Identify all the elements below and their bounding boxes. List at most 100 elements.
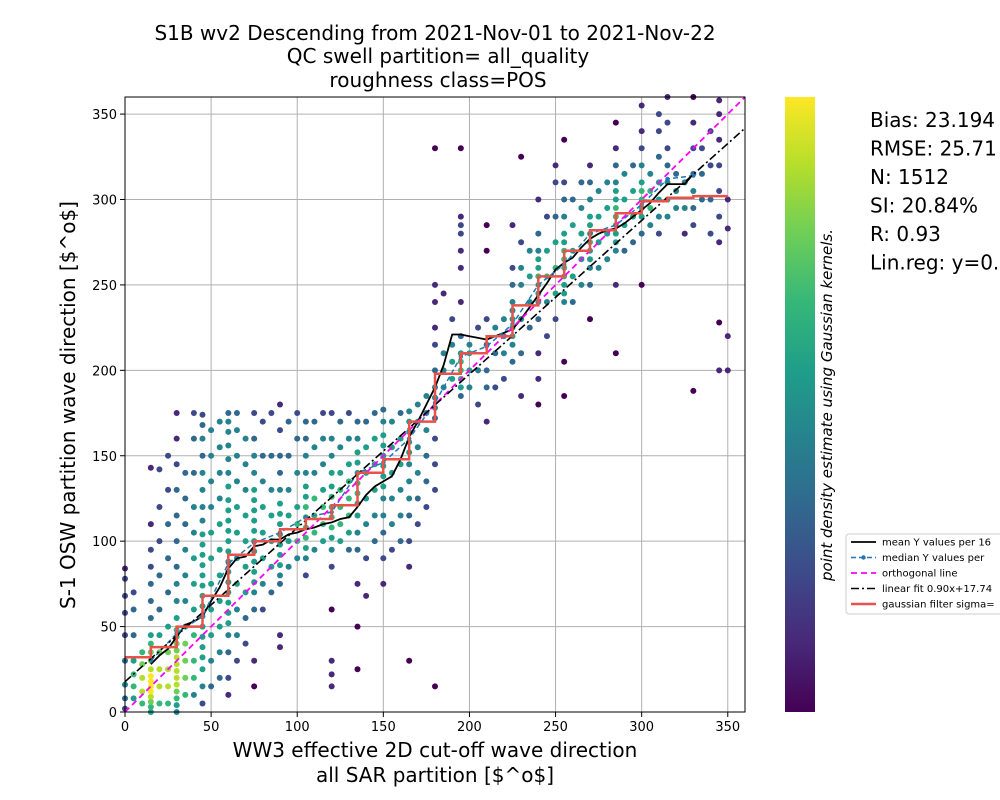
scatter-point <box>173 435 180 442</box>
scatter-point <box>612 162 619 169</box>
scatter-point <box>259 529 266 536</box>
scatter-point <box>406 563 413 570</box>
scatter-point <box>328 671 335 678</box>
colorbar-label: point density estimate using Gaussian ke… <box>818 229 836 582</box>
scatter-point <box>199 644 206 651</box>
scatter-point <box>509 299 516 305</box>
stats-line-0: Bias: 23.194 <box>870 108 995 132</box>
scatter-point <box>509 358 516 365</box>
scatter-point <box>647 170 654 177</box>
scatter-point <box>173 647 180 654</box>
scatter-point <box>147 678 154 685</box>
scatter-point <box>225 456 232 463</box>
scatter-point <box>535 264 542 271</box>
scatter-point <box>285 486 292 493</box>
scatter-point <box>561 196 568 203</box>
scatter-point <box>173 702 180 709</box>
scatter-point <box>173 674 180 681</box>
scatter-point <box>268 589 275 596</box>
scatter-point <box>182 597 189 604</box>
scatter-point <box>380 512 387 519</box>
scatter-point <box>363 444 370 451</box>
scatter-point <box>681 205 688 212</box>
scatter-point <box>587 196 593 203</box>
scatter-point <box>681 230 688 237</box>
scatter-point <box>182 521 189 528</box>
scatter-point <box>233 427 240 434</box>
scatter-point <box>604 205 611 212</box>
scatter-point <box>380 555 387 562</box>
scatter-point <box>156 538 163 545</box>
scatter-point <box>277 580 283 587</box>
scatter-point <box>216 546 223 553</box>
stats-line-2: N: 1512 <box>870 165 949 189</box>
scatter-point <box>432 281 438 288</box>
scatter-point <box>500 375 507 382</box>
scatter-point <box>561 239 568 246</box>
scatter-point <box>578 205 585 212</box>
scatter-point <box>354 546 361 553</box>
scatter-point <box>251 435 258 442</box>
scatter-point <box>242 563 249 570</box>
scatter-point <box>199 531 206 538</box>
scatter-point <box>561 230 568 237</box>
scatter-point <box>457 299 464 305</box>
scatter-point <box>225 548 232 555</box>
scatter-point <box>156 700 163 707</box>
scatter-point <box>457 384 464 391</box>
title-line-1: S1B wv2 Descending from 2021-Nov-01 to 2… <box>154 21 715 45</box>
scatter-point <box>337 444 344 451</box>
scatter-point <box>423 452 430 459</box>
scatter-point <box>320 486 327 493</box>
scatter-point <box>371 435 378 442</box>
scatter-point <box>690 205 697 212</box>
scatter-point <box>199 517 206 524</box>
scatter-point <box>492 324 499 331</box>
scatter-point <box>199 683 206 690</box>
scatter-point <box>724 196 731 203</box>
scatter-point <box>156 606 163 613</box>
scatter-point <box>182 657 189 664</box>
scatter-point <box>285 452 292 459</box>
scatter-point <box>225 410 232 417</box>
scatter-point <box>190 657 197 664</box>
scatter-point <box>156 466 163 473</box>
scatter-point <box>371 410 378 417</box>
scatter-point <box>587 222 593 229</box>
scatter-point <box>457 230 464 237</box>
scatter-point <box>466 384 473 391</box>
scatter-point <box>638 162 645 169</box>
scatter-point <box>440 290 447 297</box>
scatter-point <box>587 316 593 323</box>
scatter-point <box>535 401 542 408</box>
scatter-point <box>147 615 154 622</box>
scatter-point <box>457 392 464 399</box>
scatter-point <box>199 541 206 548</box>
scatter-point <box>380 473 387 480</box>
scatter-point <box>492 350 499 357</box>
scatter-point <box>208 657 215 664</box>
x-tick-label-7: 350 <box>715 720 740 735</box>
scatter-point <box>130 606 137 613</box>
scatter-point <box>716 111 723 118</box>
scatter-point <box>483 384 490 391</box>
scatter-point <box>156 683 163 690</box>
scatter-point <box>182 495 189 502</box>
scatter-point <box>535 256 542 263</box>
stats-box: Bias: 23.194 RMSE: 25.71 N: 1512 SI: 20.84%… <box>870 108 999 275</box>
scatter-point <box>363 555 370 562</box>
scatter-point <box>259 452 266 459</box>
series-line-3 <box>124 127 746 683</box>
scatter-point <box>268 452 275 459</box>
scatter-point <box>199 411 206 418</box>
scatter-point <box>302 493 309 500</box>
scatter-point <box>354 418 361 425</box>
scatter-point <box>561 299 568 305</box>
scatter-point <box>277 572 283 579</box>
legend-label-4: gaussian filter sigma= <box>882 600 995 611</box>
scatter-point <box>363 418 370 425</box>
scatter-point <box>716 97 723 104</box>
scatter-point <box>233 529 240 536</box>
scatter-point <box>612 145 619 152</box>
scatter-point <box>190 674 197 681</box>
